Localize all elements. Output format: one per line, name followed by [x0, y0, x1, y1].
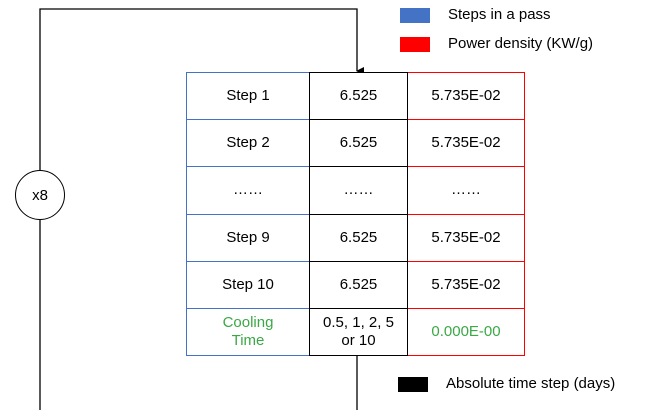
cell-text: Step 9 — [226, 228, 270, 246]
table-cell: 5.735E-02 — [407, 72, 525, 121]
table-cell: 5.735E-02 — [407, 213, 525, 262]
cell-text: …… — [451, 181, 481, 199]
table-cell: 6.525 — [309, 260, 408, 309]
cell-text: 6.525 — [339, 134, 378, 152]
cell-text: 5.735E-02 — [431, 228, 501, 246]
table-cell: …… — [309, 166, 408, 215]
table-cell: Step 1 — [186, 72, 310, 121]
cell-text: Cooling Time — [222, 314, 274, 350]
repeat-label: x8 — [32, 186, 48, 204]
cell-text: 5.735E-02 — [431, 275, 501, 293]
cell-text: 0.000E-00 — [431, 323, 501, 341]
table-cell: 6.525 — [309, 72, 408, 121]
cell-text: 5.735E-02 — [431, 87, 501, 105]
table-cell: …… — [186, 166, 310, 215]
legend-swatch — [400, 37, 430, 52]
table-cell: 6.525 — [309, 213, 408, 262]
legend-swatch — [398, 377, 428, 392]
table-cell: 5.735E-02 — [407, 119, 525, 168]
cell-text: …… — [233, 181, 263, 199]
cell-text: Step 10 — [222, 275, 274, 293]
table-cell: 5.735E-02 — [407, 260, 525, 309]
cell-text: 6.525 — [339, 87, 378, 105]
cell-text: Step 1 — [226, 87, 270, 105]
table-cell: Step 2 — [186, 119, 310, 168]
table-cell: Step 9 — [186, 213, 310, 262]
cell-text: 6.525 — [339, 275, 378, 293]
cell-text: 5.735E-02 — [431, 134, 501, 152]
table-cell: 0.000E-00 — [407, 308, 525, 357]
cell-text: Step 2 — [226, 134, 270, 152]
legend-label: Absolute time step (days) — [446, 375, 616, 392]
legend-swatch — [400, 8, 430, 23]
table-cell: Cooling Time — [186, 308, 310, 357]
legend-label: Steps in a pass — [448, 6, 551, 23]
cell-text: 6.525 — [339, 228, 378, 246]
table-cell: 0.5, 1, 2, 5 or 10 — [309, 308, 408, 357]
table-cell: Step 10 — [186, 260, 310, 309]
table-cell: 6.525 — [309, 119, 408, 168]
repeat-circle: x8 — [15, 170, 65, 220]
cell-text: …… — [343, 181, 374, 199]
table-cell: …… — [407, 166, 525, 215]
cell-text: 0.5, 1, 2, 5 or 10 — [323, 314, 394, 350]
legend-label: Power density (KW/g) — [448, 35, 594, 52]
